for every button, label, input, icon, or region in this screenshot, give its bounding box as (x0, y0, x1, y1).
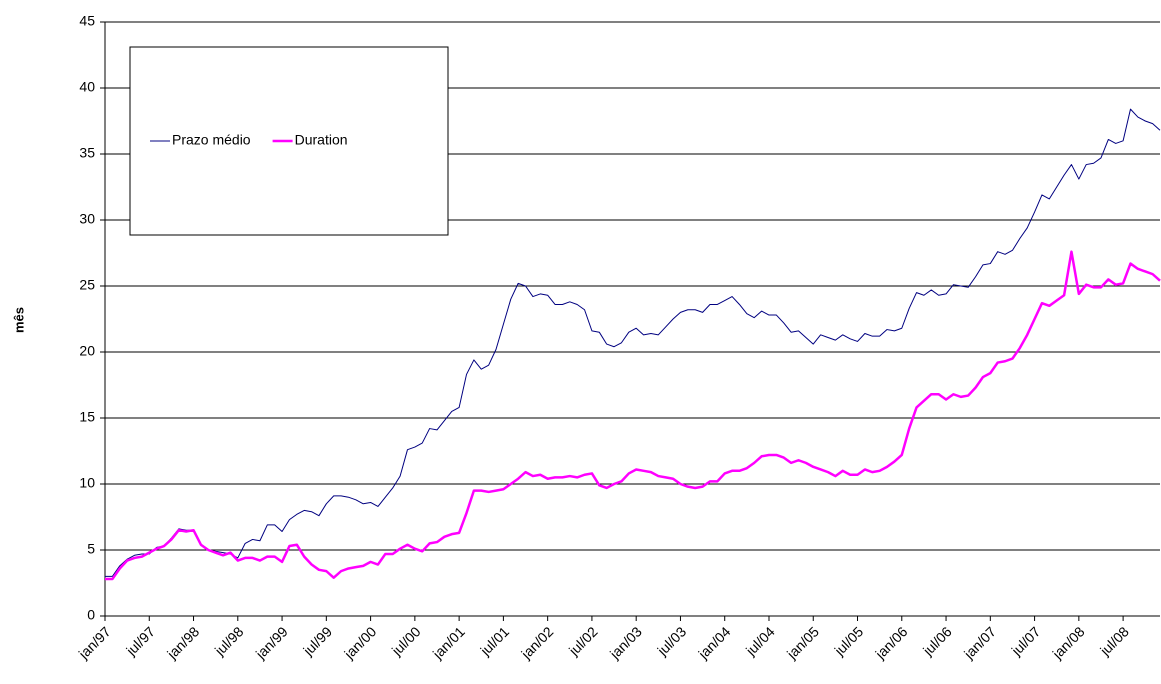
x-tick-label: jan/04 (694, 623, 733, 662)
y-tick-label: 20 (79, 343, 95, 359)
x-tick-label: jan/06 (872, 623, 911, 662)
x-tick-label: jul/97 (122, 623, 158, 659)
x-tick-label: jul/08 (1096, 623, 1132, 659)
x-tick-label: jan/07 (960, 623, 999, 662)
x-tick-label: jul/04 (742, 623, 778, 659)
y-tick-label: 0 (87, 607, 95, 623)
x-tick-label: jan/99 (252, 623, 291, 662)
x-tick-label: jul/02 (565, 623, 601, 659)
x-tick-label: jul/05 (831, 623, 867, 659)
y-axis-label: mês (11, 307, 26, 333)
y-tick-label: 25 (79, 277, 95, 293)
x-tick-label: jul/01 (476, 623, 512, 659)
x-tick-label: jan/00 (340, 623, 379, 662)
series-line (105, 250, 1161, 581)
y-tick-label: 10 (79, 475, 95, 491)
y-tick-label: 35 (79, 145, 95, 161)
legend: Prazo médio Duration (129, 46, 449, 236)
y-tick-label: 5 (87, 541, 95, 557)
y-tick-label: 15 (79, 409, 95, 425)
x-tick-label: jul/03 (654, 623, 690, 659)
x-tick-label: jul/07 (1008, 623, 1044, 659)
x-tick-label: jan/97 (75, 623, 114, 662)
legend-label: Duration (295, 132, 348, 148)
y-tick-label: 45 (79, 13, 95, 29)
x-tick-label: jul/06 (919, 623, 955, 659)
x-tick-label: jul/99 (299, 623, 335, 659)
legend-label: Prazo médio (172, 132, 251, 148)
x-tick-label: jan/03 (606, 623, 645, 662)
y-tick-label: 30 (79, 211, 95, 227)
series-line (105, 108, 1161, 577)
y-tick-label: 40 (79, 79, 95, 95)
x-tick-label: jan/98 (163, 623, 202, 662)
x-tick-label: jan/01 (429, 623, 468, 662)
x-tick-label: jan/05 (783, 623, 822, 662)
x-tick-label: jul/00 (388, 623, 424, 659)
x-tick-label: jan/02 (517, 623, 556, 662)
x-tick-label: jan/08 (1049, 623, 1088, 662)
x-tick-label: jul/98 (211, 623, 247, 659)
